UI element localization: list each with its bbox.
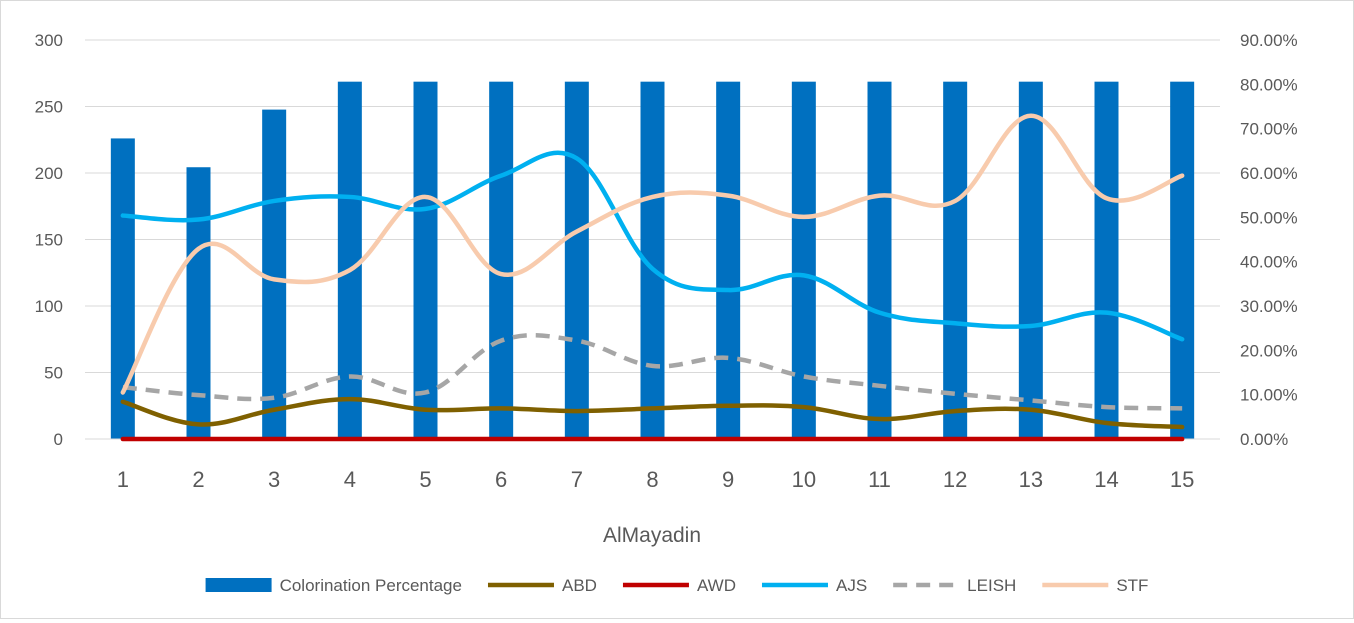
legend-label: LEISH: [967, 576, 1016, 595]
bar: [791, 81, 816, 439]
bar: [943, 81, 968, 439]
bar: [1170, 81, 1195, 439]
right-tick-label: 80.00%: [1240, 75, 1298, 94]
bar: [413, 81, 438, 439]
left-axis-ticks: 0 50 100 150 200 250 300: [35, 31, 63, 449]
x-tick-label: 7: [571, 467, 583, 492]
bar: [337, 81, 362, 439]
bar-series: [110, 81, 1195, 440]
x-axis-title: AlMayadin: [603, 524, 701, 547]
right-tick-label: 30.00%: [1240, 297, 1298, 316]
x-tick-label: 12: [943, 467, 967, 492]
x-tick-label: 4: [344, 467, 356, 492]
x-tick-label: 13: [1019, 467, 1043, 492]
series-line-stf: [120, 113, 1185, 395]
legend-label: AWD: [697, 576, 736, 595]
right-tick-label: 70.00%: [1240, 120, 1298, 139]
series-line-abd: [120, 396, 1185, 430]
x-tick-label: 9: [722, 467, 734, 492]
legend-label: AJS: [836, 576, 867, 595]
legend-label: ABD: [562, 576, 597, 595]
left-tick-label: 250: [35, 98, 63, 117]
right-tick-label: 10.00%: [1240, 386, 1298, 405]
series-line-ajs: [120, 150, 1185, 342]
right-axis-ticks: 0.00% 10.00% 20.00% 30.00% 40.00% 50.00% 60.00…: [1240, 31, 1298, 449]
left-tick-label: 0: [54, 430, 63, 449]
left-tick-label: 100: [35, 297, 63, 316]
legend: Colorination Percentage ABD AWD AJS LEISH STF: [205, 576, 1148, 595]
x-tick-label: 8: [646, 467, 658, 492]
bar: [186, 167, 211, 439]
right-tick-label: 60.00%: [1240, 164, 1298, 183]
legend-label: STF: [1116, 576, 1148, 595]
line-series: [120, 113, 1185, 442]
x-tick-label: 15: [1170, 467, 1194, 492]
left-tick-label: 300: [35, 31, 63, 50]
legend-swatch: [205, 578, 272, 592]
x-tick-label: 10: [792, 467, 816, 492]
x-tick-label: 3: [268, 467, 280, 492]
right-tick-label: 20.00%: [1240, 341, 1298, 360]
right-tick-label: 40.00%: [1240, 253, 1298, 272]
x-tick-label: 14: [1094, 467, 1118, 492]
x-tick-label: 1: [117, 467, 129, 492]
bar: [867, 81, 892, 439]
x-tick-label: 6: [495, 467, 507, 492]
legend-label: Colorination Percentage: [280, 576, 462, 595]
right-tick-label: 50.00%: [1240, 208, 1298, 227]
x-tick-label: 2: [192, 467, 204, 492]
left-tick-label: 150: [35, 231, 63, 250]
bar: [262, 109, 287, 439]
bar: [1094, 81, 1119, 439]
bar: [489, 81, 514, 439]
right-tick-label: 90.00%: [1240, 31, 1298, 50]
x-tick-label: 5: [419, 467, 431, 492]
left-tick-label: 200: [35, 164, 63, 183]
bar: [716, 81, 741, 439]
right-tick-label: 0.00%: [1240, 430, 1288, 449]
x-axis-ticks: 1 2 3 4 5 6 7 8 9 10 11 12 13 14 15: [117, 467, 1195, 492]
left-tick-label: 50: [44, 364, 63, 383]
x-tick-label: 11: [868, 467, 891, 492]
bar: [1018, 81, 1043, 439]
bar: [564, 81, 589, 439]
